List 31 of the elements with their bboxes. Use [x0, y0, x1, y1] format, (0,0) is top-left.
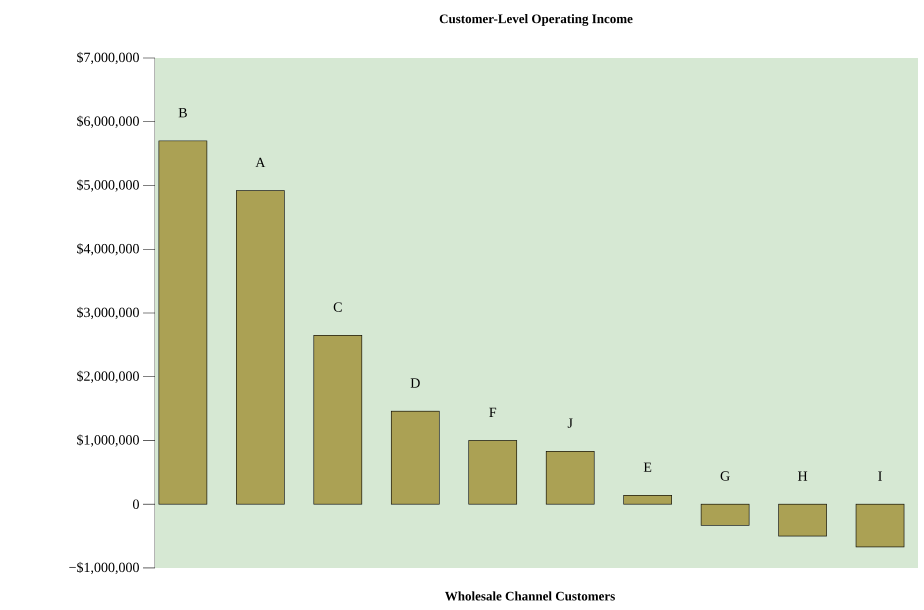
x-tick-label: I [878, 472, 882, 481]
bar [390, 410, 440, 505]
x-tick-label: D [410, 378, 420, 388]
y-tick-label: $2,000,000 [77, 370, 139, 383]
y-tick-label: $5,000,000 [77, 179, 139, 192]
y-tick-label: $7,000,000 [77, 52, 139, 64]
x-tick-label: G [720, 471, 730, 481]
y-tick-label: $6,000,000 [77, 116, 139, 128]
bar [468, 440, 518, 505]
y-tick-label: −$1,000,000 [69, 562, 139, 574]
bar [623, 495, 672, 505]
bar [856, 504, 904, 548]
x-tick-label: A [255, 158, 266, 168]
bar [158, 140, 208, 505]
bar [236, 190, 285, 505]
x-tick-label: H [798, 472, 808, 481]
y-tick-label: $4,000,000 [77, 243, 139, 256]
x-tick-label: F [489, 408, 496, 417]
y-tick-label: $3,000,000 [77, 306, 139, 320]
x-axis-title: Wholesale Channel Customers [444, 591, 615, 601]
bar [778, 504, 827, 536]
bar [314, 335, 362, 505]
bar [700, 504, 750, 526]
y-tick-label: 0 [133, 500, 139, 509]
chart-title: Customer-Level Operating Income [440, 14, 633, 26]
y-tick-label: $1,000,000 [77, 434, 139, 447]
x-tick-label: J [568, 418, 573, 428]
bar [546, 451, 595, 505]
x-tick-label: C [334, 302, 342, 312]
x-tick-label: E [644, 462, 652, 472]
x-tick-label: B [178, 108, 187, 118]
